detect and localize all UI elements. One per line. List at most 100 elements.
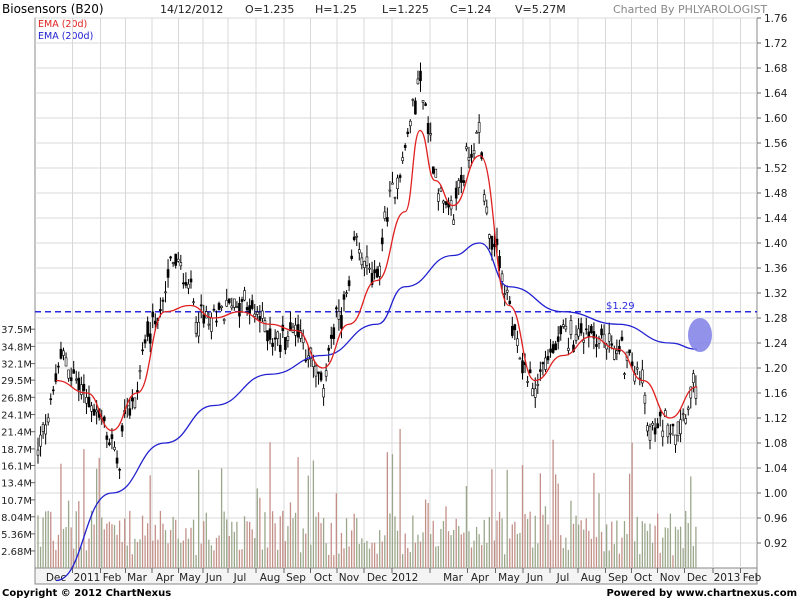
footer-copyright: Copyright © 2012 ChartNexus <box>2 588 172 599</box>
x-tick-label: Jun <box>526 572 543 584</box>
price-candle <box>641 369 644 384</box>
price-tick-label: 1.40 <box>764 238 787 250</box>
price-candle <box>284 337 287 350</box>
price-candle <box>528 369 532 374</box>
price-candle <box>669 432 672 435</box>
price-candle <box>674 434 677 446</box>
ema20-line <box>55 129 698 432</box>
price-candle <box>544 357 547 370</box>
price-tick-label: 1.16 <box>764 388 788 400</box>
price-candle <box>266 330 269 342</box>
price-tick-label: 0.92 <box>764 538 787 550</box>
price-candle <box>74 378 78 381</box>
price-candle <box>72 369 75 374</box>
price-candle <box>304 359 308 362</box>
price-candle <box>133 397 137 409</box>
price-candle <box>546 356 550 361</box>
ema200-line <box>55 242 698 582</box>
price-candle <box>243 290 246 301</box>
volume-tick-label: 34.8M <box>1 342 32 353</box>
price-candle <box>452 219 455 225</box>
price-candle <box>398 175 402 178</box>
price-candle <box>623 373 626 375</box>
price-candle <box>533 388 537 398</box>
quote-open: O=1.235 <box>245 3 295 16</box>
price-candle <box>332 327 336 339</box>
price-candle <box>363 261 366 268</box>
x-axis-band <box>34 567 758 585</box>
price-candle <box>510 325 514 336</box>
x-tick-label: Jul <box>233 572 247 584</box>
price-candle <box>355 235 359 238</box>
price-candle <box>103 416 106 422</box>
price-tick-label: 1.28 <box>764 313 787 325</box>
price-candle <box>212 308 216 311</box>
volume-tick-label: 16.1M <box>1 461 32 472</box>
price-candle <box>143 339 147 344</box>
price-candle <box>176 258 180 262</box>
price-candle <box>36 449 40 456</box>
x-tick-label: Nov <box>339 572 360 584</box>
price-candle <box>194 322 198 334</box>
price-candle <box>692 373 695 383</box>
volume-tick-label: 32.1M <box>1 360 32 371</box>
volume-tick-label: 2.68M <box>1 547 32 558</box>
price-candle <box>322 388 325 398</box>
x-tick-label: Dec <box>46 572 67 584</box>
price-tick-label: 1.76 <box>764 13 788 25</box>
price-candle <box>314 365 318 377</box>
price-candle <box>87 396 91 407</box>
x-tick-label: Dec <box>367 572 388 584</box>
price-candle <box>286 336 290 341</box>
quote-date: 14/12/2012 <box>160 3 224 16</box>
quote-close: C=1.24 <box>450 3 492 16</box>
price-candle <box>255 311 259 315</box>
price-candle <box>488 234 491 239</box>
price-candle <box>635 367 639 370</box>
price-candle <box>57 365 60 368</box>
price-tick-label: 1.72 <box>764 38 787 50</box>
price-candle <box>51 389 55 392</box>
price-candle <box>465 146 468 150</box>
price-candle <box>671 423 675 427</box>
price-candle <box>245 307 249 311</box>
price-candle <box>95 409 98 413</box>
x-tick-label: 2011 <box>74 572 101 584</box>
price-candle <box>414 100 417 115</box>
x-tick-label: May <box>498 572 520 584</box>
price-candle <box>653 427 657 435</box>
price-candle <box>59 348 63 359</box>
price-candle <box>643 394 647 404</box>
price-candle <box>235 306 239 308</box>
price-candle <box>233 298 236 308</box>
x-tick-label: May <box>179 572 201 584</box>
price-candle <box>475 132 478 134</box>
price-candle <box>329 334 333 339</box>
price-candle <box>230 305 234 309</box>
volume-tick-label: 10.7M <box>1 496 32 507</box>
price-candle <box>179 262 183 267</box>
price-candle <box>541 362 545 365</box>
x-tick-label: Aug <box>260 572 281 584</box>
price-candle <box>171 262 175 264</box>
price-candle <box>442 200 445 204</box>
price-candle <box>327 347 331 351</box>
price-tick-label: 1.56 <box>764 138 788 150</box>
chart-title: Biosensors (B20) <box>2 2 104 16</box>
price-candle <box>159 309 162 312</box>
price-candle <box>437 193 440 202</box>
price-candle <box>419 70 422 81</box>
price-candle <box>401 157 404 161</box>
price-candle <box>656 423 659 429</box>
price-candle <box>350 255 353 259</box>
price-candle <box>500 273 504 282</box>
price-candle <box>564 325 568 330</box>
price-candle <box>154 320 157 325</box>
price-candle <box>299 330 302 339</box>
x-tick-label: Mar <box>443 572 463 584</box>
price-candle <box>498 256 501 269</box>
price-candle <box>44 424 47 435</box>
volume-tick-label: 37.5M <box>1 325 32 336</box>
price-candle <box>411 99 415 101</box>
price-tick-label: 1.60 <box>764 113 787 125</box>
